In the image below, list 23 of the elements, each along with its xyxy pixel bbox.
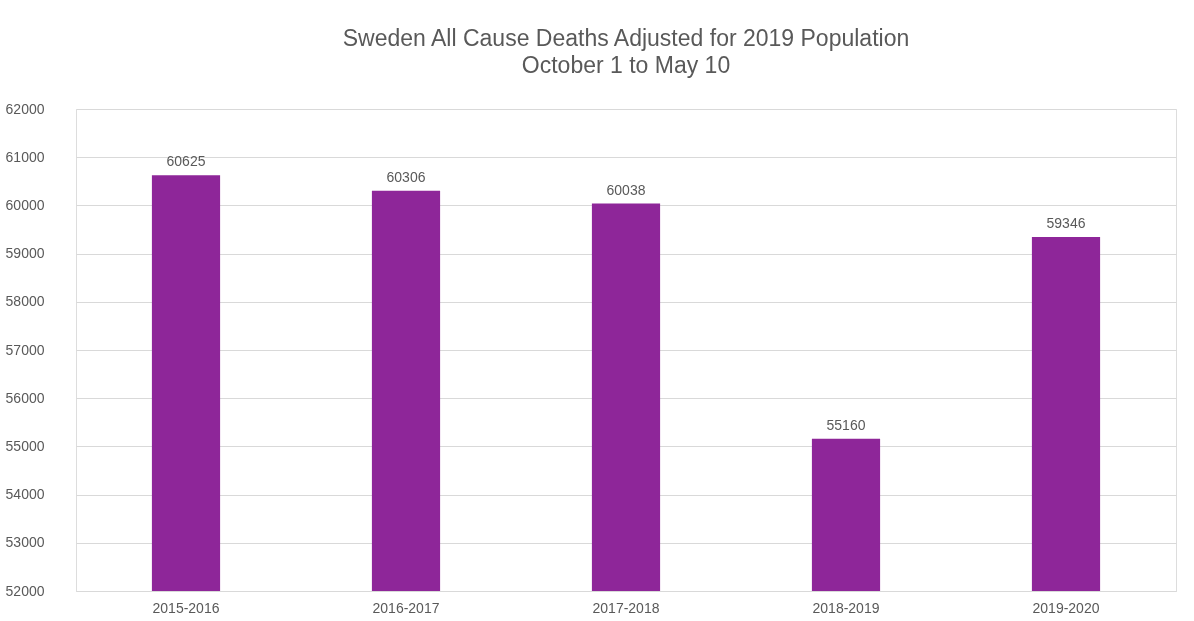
chart-title: Sweden All Cause Deaths Adjusted for 2019 Population	[342, 25, 910, 51]
x-tick-label: 2018-2019	[812, 599, 880, 616]
x-tick-label: 2019-2020	[1032, 599, 1100, 616]
y-tick-label: 52000	[5, 582, 45, 599]
x-tick-label: 2015-2016	[152, 599, 220, 616]
y-tick-label: 56000	[5, 389, 45, 406]
data-label: 60306	[386, 168, 426, 185]
data-label: 60038	[606, 181, 646, 198]
data-label: 59346	[1046, 214, 1086, 231]
y-tick-label: 60000	[5, 196, 45, 213]
y-tick-label: 55000	[5, 437, 45, 454]
y-tick-label: 59000	[5, 245, 45, 262]
x-tick-label: 2016-2017	[372, 599, 440, 616]
y-tick-label: 58000	[5, 293, 45, 310]
chart-subtitle: October 1 to May 10	[521, 52, 731, 78]
data-label: 55160	[826, 416, 866, 433]
x-tick-label: 2017-2018	[592, 599, 660, 616]
y-tick-label: 54000	[5, 486, 45, 503]
data-label: 60625	[166, 153, 206, 170]
y-tick-label: 53000	[5, 534, 45, 551]
y-tick-label: 62000	[5, 100, 45, 117]
y-tick-label: 61000	[5, 148, 45, 165]
y-tick-label: 57000	[5, 341, 45, 358]
